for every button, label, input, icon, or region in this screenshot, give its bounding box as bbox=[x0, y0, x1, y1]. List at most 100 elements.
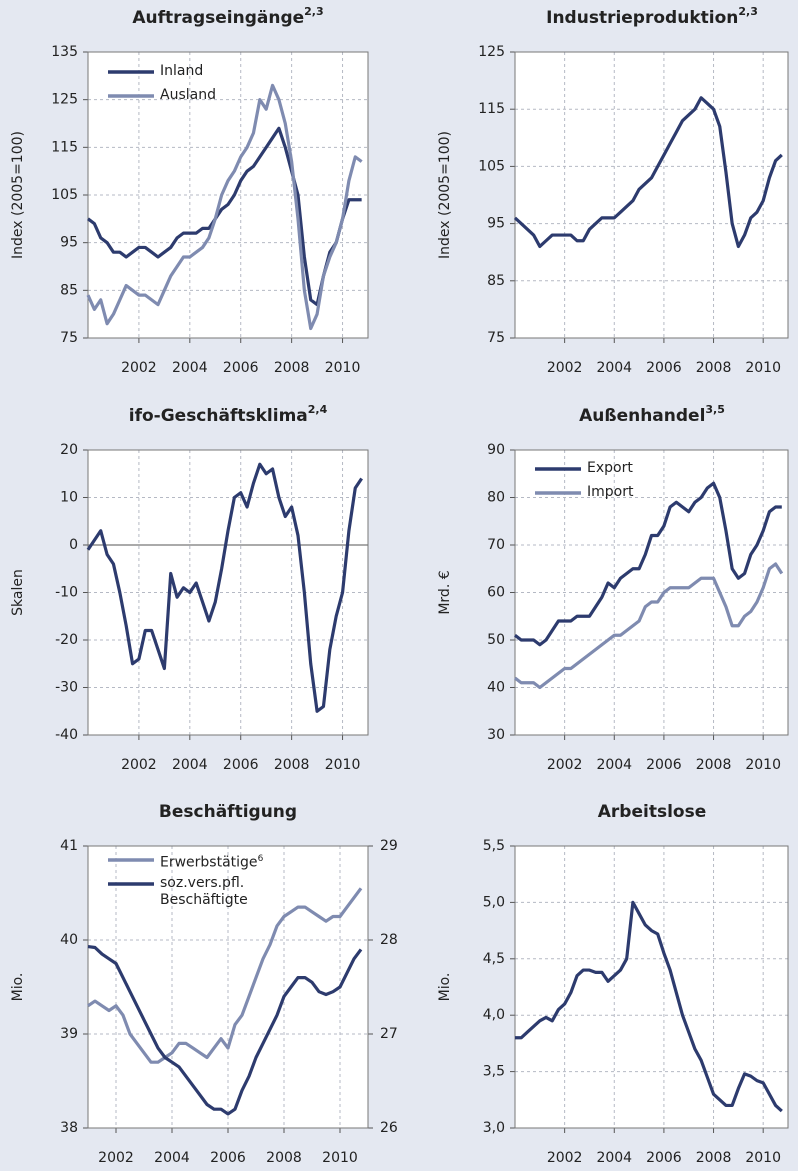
chart-title: Arbeitslose bbox=[598, 802, 706, 822]
x-tick-label: 2002 bbox=[121, 757, 157, 773]
y-tick-label: 5,0 bbox=[483, 894, 505, 910]
x-tick-label: 2002 bbox=[547, 757, 583, 773]
legend-entry: soz.vers.pfl. Beschäftigte bbox=[160, 875, 272, 909]
chart-title: Außenhandel3,5 bbox=[579, 403, 725, 426]
chart-title-text: Arbeitslose bbox=[598, 802, 706, 822]
series-line bbox=[87, 887, 363, 1064]
chart-title: Beschäftigung bbox=[159, 802, 297, 822]
x-tick-label: 2002 bbox=[98, 1150, 134, 1166]
y-tick-label: 105 bbox=[51, 187, 78, 203]
legend-label: soz.vers.pfl. Beschäftigte bbox=[160, 875, 272, 909]
y-tick-label: 115 bbox=[51, 139, 78, 155]
y-tick-label: 4,5 bbox=[483, 951, 505, 967]
x-tick-label: 2004 bbox=[154, 1150, 190, 1166]
y-axis-label: Index (2005=100) bbox=[10, 131, 26, 259]
series-line bbox=[514, 562, 784, 690]
x-tick-label: 2006 bbox=[223, 757, 259, 773]
plot-border bbox=[87, 845, 369, 1129]
plot-area bbox=[515, 846, 788, 1128]
y-tick-label: 125 bbox=[478, 44, 505, 60]
chart-title-text: Beschäftigung bbox=[159, 802, 297, 822]
legend-entry: Ausland bbox=[160, 87, 290, 104]
y-axis-label: Mrd. € bbox=[437, 570, 453, 614]
chart-title-text: Industrieproduktion bbox=[546, 8, 738, 28]
legend-entry: Import bbox=[587, 484, 717, 501]
series-line bbox=[87, 944, 363, 1116]
chart-title-text: Auftragseingänge bbox=[132, 8, 304, 28]
series-line bbox=[87, 126, 362, 307]
legend-text: soz.vers.pfl. Beschäftigte bbox=[160, 875, 248, 908]
y-tick-label: -40 bbox=[55, 727, 78, 743]
y-tick-label: 38 bbox=[60, 1120, 78, 1136]
legend-label: Ausland bbox=[160, 87, 290, 104]
y-tick-label: 85 bbox=[60, 282, 78, 298]
x-tick-label: 2004 bbox=[172, 360, 208, 376]
y-tick-label: 105 bbox=[478, 158, 505, 174]
legend-text: Erwerbstätige bbox=[160, 854, 258, 871]
legend-label: Import bbox=[587, 484, 717, 501]
y-axis-label: Mio. bbox=[10, 973, 26, 1002]
y-axis-label: Index (2005=100) bbox=[437, 131, 453, 259]
x-tick-label: 2010 bbox=[745, 757, 781, 773]
y-tick-label: 75 bbox=[487, 330, 505, 346]
chart-title: Auftragseingänge2,3 bbox=[132, 5, 323, 28]
y-tick-label: -30 bbox=[55, 680, 78, 696]
y-tick-label: 20 bbox=[60, 442, 78, 458]
x-tick-label: 2006 bbox=[646, 1150, 682, 1166]
y-tick-label: 3,0 bbox=[483, 1120, 505, 1136]
y-tick-label: 40 bbox=[60, 932, 78, 948]
plot-border bbox=[514, 51, 789, 339]
y-tick-label: 30 bbox=[487, 727, 505, 743]
x-tick-label: 2004 bbox=[172, 757, 208, 773]
x-tick-label: 2008 bbox=[274, 360, 310, 376]
y-tick-label: 0 bbox=[69, 537, 78, 553]
y-tick-label: 70 bbox=[487, 537, 505, 553]
x-tick-label: 2010 bbox=[325, 360, 361, 376]
x-tick-label: 2010 bbox=[745, 1150, 781, 1166]
x-tick-label: 2008 bbox=[266, 1150, 302, 1166]
x-tick-label: 2008 bbox=[696, 757, 732, 773]
x-tick-label: 2004 bbox=[596, 757, 632, 773]
chart-title-text: ifo-Geschäftsklima bbox=[129, 406, 308, 426]
x-tick-label: 2008 bbox=[274, 757, 310, 773]
x-tick-label: 2010 bbox=[325, 757, 361, 773]
y-tick-label: 90 bbox=[487, 442, 505, 458]
y-tick-label: 95 bbox=[487, 216, 505, 232]
x-tick-label: 2002 bbox=[121, 360, 157, 376]
y-tick-label: 40 bbox=[487, 680, 505, 696]
y-tick-label: 135 bbox=[51, 44, 78, 60]
y-axis-label: Skalen bbox=[10, 569, 26, 616]
y-tick-label: 80 bbox=[487, 490, 505, 506]
y-tick-label: 75 bbox=[60, 330, 78, 346]
legend-sup: 6 bbox=[257, 854, 264, 864]
x-tick-label: 2010 bbox=[745, 360, 781, 376]
y-tick-label: 125 bbox=[51, 92, 78, 108]
legend-entry: Erwerbstätige6 bbox=[160, 851, 272, 872]
y-tick-label: -10 bbox=[55, 585, 78, 601]
chart-title: ifo-Geschäftsklima2,4 bbox=[129, 403, 328, 426]
plot-border bbox=[87, 449, 369, 736]
legend-label: Inland bbox=[160, 63, 290, 80]
series-line bbox=[86, 83, 363, 331]
series-line bbox=[513, 96, 783, 249]
x-tick-label: 2004 bbox=[596, 1150, 632, 1166]
y-tick-label: -20 bbox=[55, 632, 78, 648]
y2-tick-label: 26 bbox=[380, 1120, 398, 1136]
plot-area bbox=[515, 450, 788, 735]
legend-text: Inland bbox=[160, 63, 204, 79]
legend-entry: Export bbox=[587, 460, 633, 476]
legend-text: Export bbox=[587, 460, 633, 476]
chart-title-text: Außenhandel bbox=[579, 406, 705, 426]
legend-label: Erwerbstätige6 bbox=[160, 851, 272, 872]
y-tick-label: 10 bbox=[60, 490, 78, 506]
y-tick-label: 5,5 bbox=[483, 838, 505, 854]
x-tick-label: 2008 bbox=[696, 1150, 732, 1166]
y-axis-label: Mio. bbox=[437, 973, 453, 1002]
x-tick-label: 2006 bbox=[223, 360, 259, 376]
chart-title: Industrieproduktion2,3 bbox=[546, 5, 758, 28]
y-tick-label: 4,0 bbox=[483, 1007, 505, 1023]
y2-tick-label: 28 bbox=[380, 932, 398, 948]
y-tick-label: 95 bbox=[60, 235, 78, 251]
legend-entry: Inland bbox=[160, 63, 290, 80]
